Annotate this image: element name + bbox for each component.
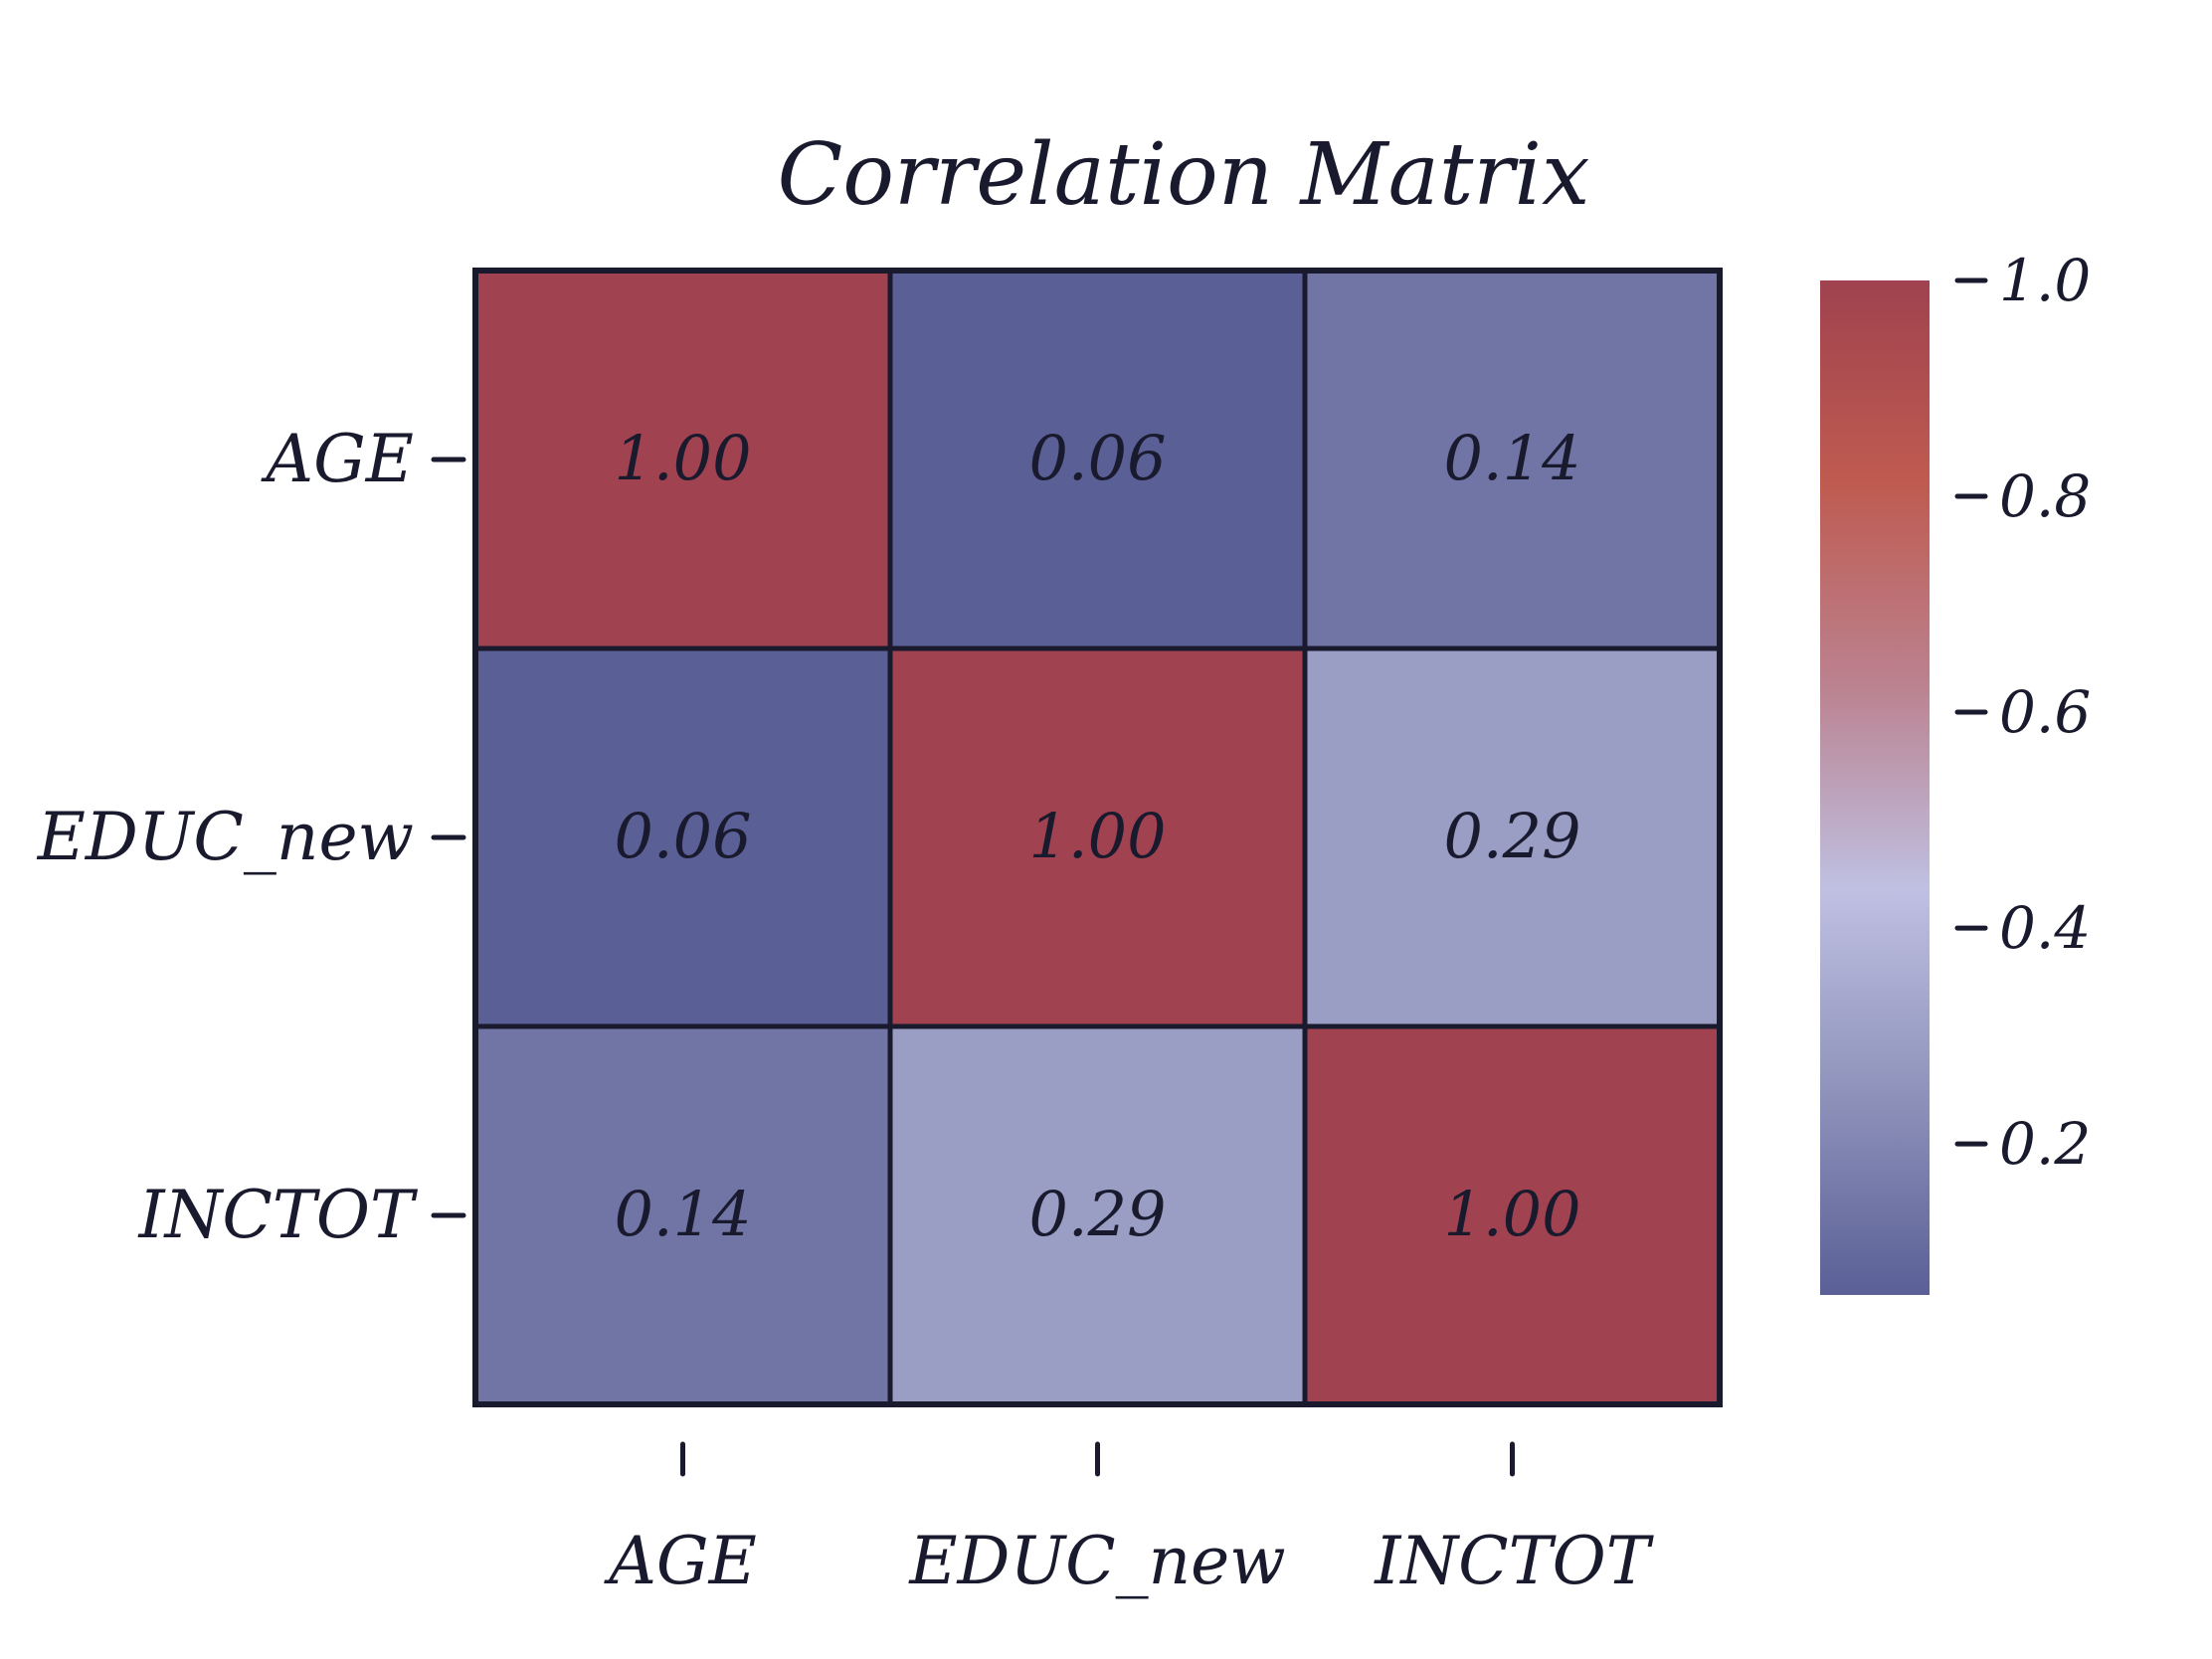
cell-value-age-inctot: 0.14 bbox=[1443, 422, 1580, 494]
x-tick-label-educ-new: EDUC_new bbox=[908, 1523, 1285, 1599]
heatmap-frame bbox=[472, 268, 1723, 1407]
colorbar-gradient bbox=[1820, 280, 1930, 1295]
cell-value-educ-new-educ-new: 1.00 bbox=[1028, 800, 1166, 872]
cell-value-age-educ-new: 0.06 bbox=[1028, 422, 1166, 494]
heatmap-cell-educ-new-inctot bbox=[1302, 645, 1723, 1029]
colorbar-tick-label: 0.8 bbox=[1999, 462, 2091, 530]
heatmap-cell-age-educ-new bbox=[887, 268, 1308, 651]
y-tick-label-inctot: INCTOT bbox=[138, 1177, 419, 1253]
cell-value-educ-new-age: 0.06 bbox=[614, 800, 751, 872]
heatmap-cell-labels: 1.00 0.06 0.14 0.06 1.00 0.29 0.14 0.29 1.00 bbox=[614, 422, 1580, 1250]
y-tick-label-educ-new: EDUC_new bbox=[37, 799, 414, 875]
cell-value-inctot-age: 0.14 bbox=[614, 1178, 751, 1250]
cell-value-inctot-educ-new: 0.29 bbox=[1028, 1178, 1166, 1250]
heatmap-cell-age-age bbox=[472, 268, 893, 651]
y-tick-label-age: AGE bbox=[260, 421, 414, 497]
x-tick-label-age: AGE bbox=[603, 1523, 757, 1599]
cell-value-educ-new-inctot: 0.29 bbox=[1443, 800, 1580, 872]
colorbar-tick-label: 0.2 bbox=[1999, 1110, 2091, 1178]
colorbar-tick-label: 1.0 bbox=[1999, 247, 2091, 314]
colorbar-tick-label: 0.4 bbox=[1999, 894, 2091, 962]
chart-title: Correlation Matrix bbox=[777, 125, 1589, 225]
colorbar: 0.2 0.4 0.6 0.8 1.0 bbox=[1820, 247, 2091, 1295]
heatmap-cell-educ-new-educ-new bbox=[887, 645, 1308, 1029]
x-axis-ticks: AGE EDUC_new INCTOT bbox=[603, 1441, 1655, 1599]
cell-value-inctot-inctot: 1.00 bbox=[1443, 1178, 1580, 1250]
heatmap-cell-educ-new-age bbox=[472, 645, 893, 1029]
y-axis-ticks: AGE EDUC_new INCTOT bbox=[37, 421, 466, 1253]
heatmap-cells bbox=[472, 268, 1723, 1407]
cell-value-age-age: 1.00 bbox=[614, 422, 751, 494]
x-tick-label-inctot: INCTOT bbox=[1374, 1523, 1654, 1599]
colorbar-tick-label: 0.6 bbox=[1999, 678, 2091, 746]
heatmap-cell-inctot-educ-new bbox=[887, 1023, 1308, 1407]
